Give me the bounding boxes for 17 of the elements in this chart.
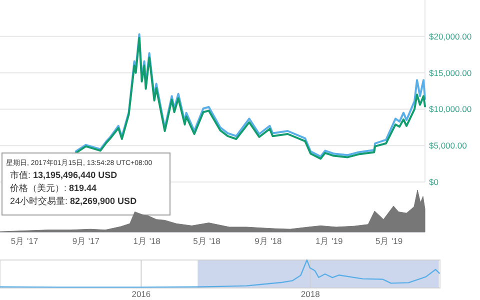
- y-tick-label: $10,000.00: [429, 104, 472, 114]
- x-tick-label: 2018: [300, 289, 320, 299]
- y-tick-label: $0: [429, 177, 439, 187]
- x-tick-label: 5月 '19: [375, 236, 403, 246]
- x-tick-label: 5月 '18: [193, 236, 221, 246]
- x-tick-label: 9月 '17: [72, 236, 100, 246]
- x-tick-label: 5月 '17: [10, 236, 38, 246]
- annotation: 市值: 13,195,496,440 USD: [10, 170, 118, 180]
- x-tick-label: 1月 '18: [133, 236, 161, 246]
- annotation: 价格（美元）: 819.44: [9, 183, 97, 193]
- x-tick-label: 9月 '18: [254, 236, 282, 246]
- y-tick-label: $5,000.00: [429, 140, 468, 151]
- y-tick-label: $15,000.00: [429, 68, 472, 78]
- x-tick-label: 2016: [132, 289, 151, 299]
- y-tick-label: $20,000.00: [429, 31, 472, 42]
- annotation: 24小时交易量: 82,269,900 USD: [10, 196, 138, 206]
- x-tick-label: 1月 '19: [316, 236, 343, 246]
